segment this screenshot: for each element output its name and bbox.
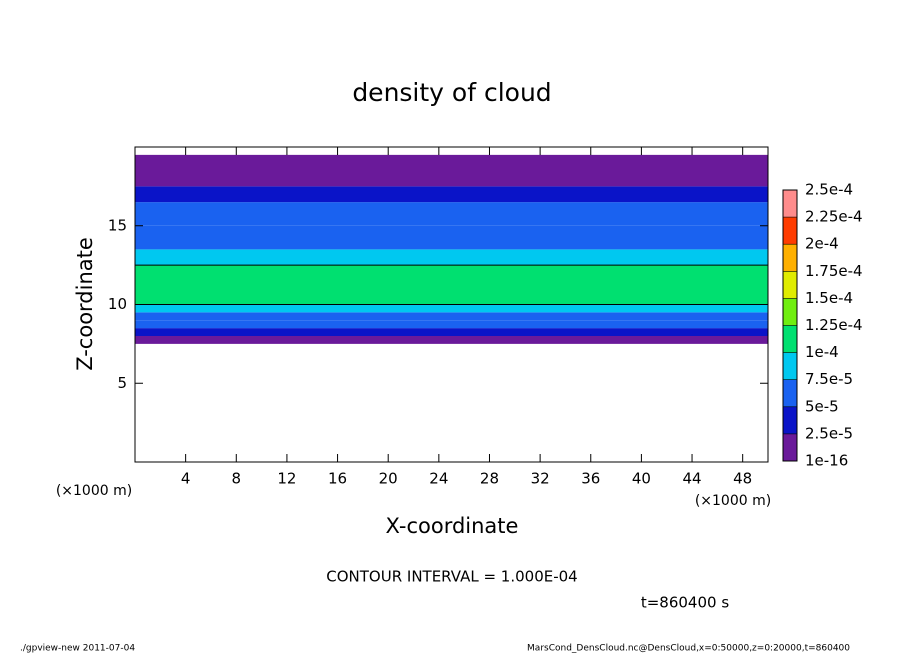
colorbar-band	[783, 271, 797, 299]
density-band	[135, 328, 768, 336]
colorbar-band	[783, 406, 797, 434]
x-tick-label: 44	[682, 470, 701, 488]
colorbar-label: 5e-5	[805, 397, 839, 415]
density-band	[135, 336, 768, 344]
colorbar-label: 1.5e-4	[805, 289, 853, 307]
density-band	[135, 249, 768, 266]
colorbar-band	[783, 433, 797, 461]
footer-right: MarsCond_DensCloud.nc@DensCloud,x=0:5000…	[527, 644, 850, 654]
y-tick-label: 10	[108, 295, 127, 313]
y-tick-label: 15	[108, 216, 127, 234]
x-tick-label: 40	[632, 470, 651, 488]
contour-interval: CONTOUR INTERVAL = 1.000E-04	[326, 568, 577, 586]
footer-left: ./gpview-new 2011-07-04	[20, 644, 135, 654]
x-unit: (×1000 m)	[695, 493, 771, 509]
x-tick-label: 12	[277, 470, 296, 488]
density-band	[135, 186, 768, 203]
x-tick-label: 32	[531, 470, 550, 488]
density-band	[135, 320, 768, 329]
x-tick-label: 48	[733, 470, 752, 488]
x-tick-label: 16	[328, 470, 347, 488]
x-tick-label: 24	[429, 470, 448, 488]
colorbar-band	[783, 190, 797, 218]
colorbar-label: 1e-4	[805, 343, 839, 361]
colorbar-label: 2e-4	[805, 235, 839, 253]
density-band	[135, 154, 768, 187]
colorbar-label: 7.5e-5	[805, 370, 853, 388]
colorbar-band	[783, 244, 797, 272]
x-tick-label: 8	[232, 470, 242, 488]
y-tick-label: 5	[117, 374, 127, 392]
y-axis-label: Z-coordinate	[73, 237, 97, 371]
x-tick-label: 20	[379, 470, 398, 488]
colorbar-band	[783, 325, 797, 353]
x-axis-label: X-coordinate	[386, 514, 519, 538]
chart-title: density of cloud	[352, 78, 551, 107]
colorbar-band	[783, 379, 797, 407]
colorbar-band	[783, 217, 797, 245]
colorbar-label: 2.5e-4	[805, 181, 853, 199]
x-tick-label: 4	[181, 470, 191, 488]
colorbar-label: 1.25e-4	[805, 316, 863, 334]
colorbar-label: 2.5e-5	[805, 424, 853, 442]
density-band	[135, 202, 768, 226]
colorbar-label: 1e-16	[805, 452, 848, 470]
colorbar-label: 2.25e-4	[805, 208, 863, 226]
colorbar-band	[783, 352, 797, 380]
colorbar-band	[783, 298, 797, 326]
density-band	[135, 304, 768, 313]
density-band	[135, 225, 768, 250]
time-label: t=860400 s	[641, 594, 729, 612]
density-band	[135, 312, 768, 321]
y-unit: (×1000 m)	[56, 483, 132, 499]
x-tick-label: 28	[480, 470, 499, 488]
density-band	[135, 265, 768, 305]
x-tick-label: 36	[581, 470, 600, 488]
colorbar-label: 1.75e-4	[805, 262, 863, 280]
